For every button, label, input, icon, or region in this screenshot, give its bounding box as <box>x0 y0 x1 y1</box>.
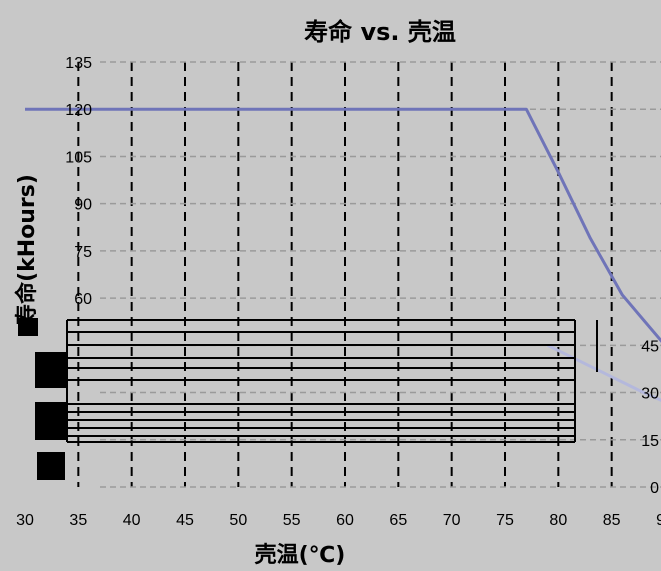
y-tick-90: 90 <box>74 197 92 214</box>
artifact-overlay <box>18 318 598 480</box>
x-tick-45: 45 <box>176 512 194 529</box>
y-tick-120: 120 <box>65 102 92 119</box>
tick-labels: 30 35 40 45 50 55 60 65 70 75 80 85 90 135 120 105 90 75 6… <box>16 55 661 529</box>
x-tick-60: 60 <box>336 512 354 529</box>
y-tick-60: 60 <box>74 291 92 308</box>
series-layer <box>24 107 661 402</box>
x-tick-65: 65 <box>389 512 407 529</box>
y-tick-0: 0 <box>650 480 659 497</box>
artifact-block-4 <box>18 318 38 336</box>
x-tick-30: 30 <box>16 512 34 529</box>
x-tick-85: 85 <box>603 512 621 529</box>
y-tick-135: 135 <box>65 55 92 72</box>
x-tick-50: 50 <box>229 512 247 529</box>
grid <box>77 61 661 488</box>
series-line-0 <box>25 107 661 343</box>
x-tick-35: 35 <box>69 512 87 529</box>
artifact-block-1 <box>35 352 67 388</box>
chart-title: 寿命 vs. 壳温 <box>304 18 456 46</box>
y-tick-105: 105 <box>65 149 92 166</box>
x-axis-title: 壳温(℃) <box>254 543 346 568</box>
x-tick-55: 55 <box>283 512 301 529</box>
artifact-block-3 <box>37 452 65 480</box>
x-tick-70: 70 <box>443 512 461 529</box>
y-tick-75: 75 <box>74 244 92 261</box>
artifact-block-2 <box>35 402 67 440</box>
y-tick-15: 15 <box>641 433 659 450</box>
y-tick-30: 30 <box>641 386 659 403</box>
x-tick-75: 75 <box>496 512 514 529</box>
x-tick-40: 40 <box>123 512 141 529</box>
x-tick-90: 90 <box>656 512 661 529</box>
y-axis-title: 寿命(kHours) <box>14 174 40 326</box>
y-tick-45: 45 <box>641 338 659 355</box>
x-tick-80: 80 <box>549 512 567 529</box>
